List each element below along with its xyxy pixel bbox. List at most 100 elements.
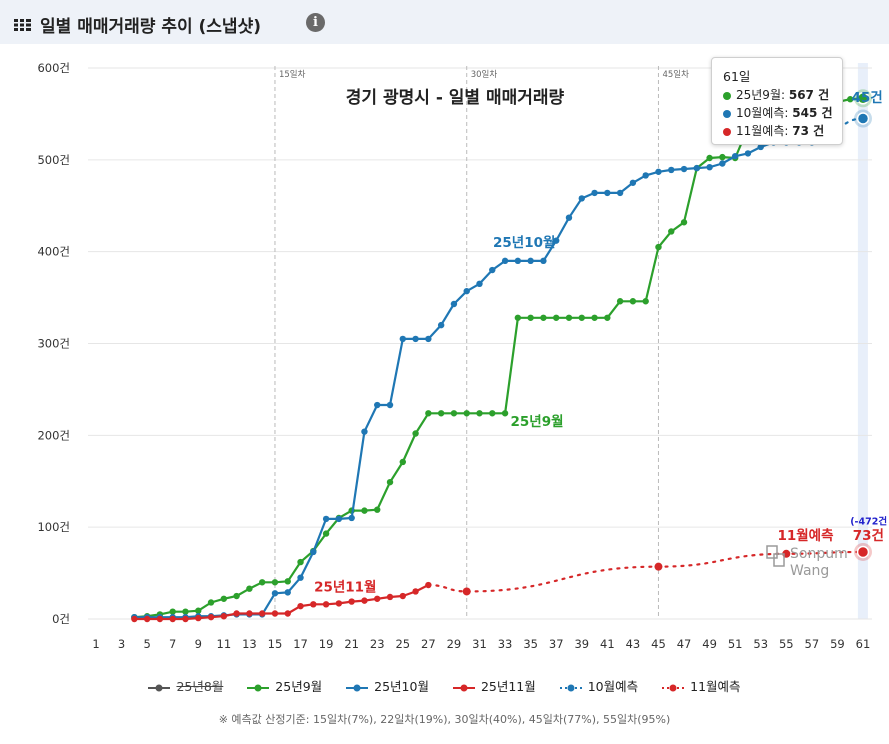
x-tick-label: 33 xyxy=(498,637,513,651)
x-tick-label: 3 xyxy=(118,637,125,651)
hover-point xyxy=(856,545,870,559)
data-point xyxy=(719,153,726,161)
series-annotation: 25년10월 xyxy=(493,234,555,251)
legend-item-oct[interactable]: 25년10월 xyxy=(346,676,429,695)
y-tick-label: 200건 xyxy=(37,428,70,442)
legend-item-sep[interactable]: 25년9월 xyxy=(247,676,322,695)
data-point xyxy=(629,179,637,186)
data-point xyxy=(680,219,688,226)
data-point xyxy=(527,257,534,265)
data-point xyxy=(258,610,266,617)
data-point xyxy=(169,615,176,623)
data-point xyxy=(578,314,585,321)
legend-label: 25년9월 xyxy=(275,679,323,694)
tooltip-value: 73 건 xyxy=(792,124,825,138)
tooltip-row: 25년9월: 567 건 xyxy=(723,86,829,103)
x-tick-label: 11 xyxy=(217,637,232,651)
y-tick-label: 500건 xyxy=(37,153,70,167)
data-point xyxy=(284,610,291,617)
x-tick-label: 37 xyxy=(549,637,564,651)
legend-dotted-icon xyxy=(662,684,685,691)
data-point xyxy=(246,610,253,617)
legend-item-oct-forecast[interactable]: 10월예측 xyxy=(559,676,638,695)
data-point xyxy=(654,562,663,571)
series-line xyxy=(134,584,429,621)
x-tick-label: 55 xyxy=(779,637,794,651)
data-point xyxy=(591,314,598,321)
hover-band xyxy=(857,63,868,619)
data-point xyxy=(246,585,253,592)
data-point xyxy=(463,287,470,295)
day-marker-label: 30일차 xyxy=(471,70,498,80)
data-point xyxy=(425,335,432,343)
x-tick-label: 47 xyxy=(677,637,692,651)
y-tick-label: 400건 xyxy=(37,245,70,259)
legend-item-nov[interactable]: 25년11월 xyxy=(452,676,536,695)
data-point xyxy=(553,314,560,321)
legend-line-icon xyxy=(148,684,171,691)
data-point xyxy=(195,607,202,614)
tooltip-row: 11월예측: 73 건 xyxy=(723,122,824,139)
data-point xyxy=(655,243,662,251)
legend-label: 25년8월 xyxy=(176,679,224,694)
tooltip-label: 10월예측: xyxy=(736,106,793,120)
data-point xyxy=(706,154,713,162)
data-point xyxy=(399,335,406,343)
data-point xyxy=(553,237,560,244)
hover-point xyxy=(856,92,870,105)
x-tick-label: 15 xyxy=(268,637,283,651)
legend-item-aug[interactable]: 25년8월 xyxy=(148,676,223,695)
data-point xyxy=(591,189,598,197)
data-point xyxy=(207,613,215,621)
legend-line-icon xyxy=(452,684,475,691)
data-point xyxy=(757,143,764,151)
chart-title: 경기 광명시 - 일별 매매거래량 xyxy=(346,88,565,108)
data-point xyxy=(284,578,291,585)
logo-icon xyxy=(773,553,785,567)
series-line xyxy=(134,97,864,619)
info-icon[interactable]: i xyxy=(306,13,325,32)
data-point xyxy=(462,587,471,596)
data-point xyxy=(437,321,445,329)
series-line xyxy=(134,141,812,619)
data-point xyxy=(348,514,355,522)
data-point xyxy=(604,189,611,197)
x-tick-label: 1 xyxy=(92,637,99,651)
tooltip-dot-icon xyxy=(723,109,731,118)
x-tick-label: 41 xyxy=(600,637,615,651)
data-point xyxy=(565,214,573,221)
y-tick-label: 300건 xyxy=(37,337,70,351)
data-point xyxy=(527,314,534,321)
data-point xyxy=(335,600,343,607)
tooltip-value: 545 건 xyxy=(792,106,833,120)
x-tick-label: 17 xyxy=(293,637,308,651)
data-point xyxy=(501,257,509,265)
logo-icon xyxy=(766,545,778,559)
data-point xyxy=(604,314,611,321)
data-point xyxy=(489,266,496,274)
data-point xyxy=(361,507,368,514)
legend-label: 25년11월 xyxy=(480,679,536,694)
tooltip-dot-icon xyxy=(723,91,731,100)
data-point xyxy=(412,335,419,343)
data-point xyxy=(616,298,624,305)
x-tick-label: 43 xyxy=(626,637,641,651)
data-point xyxy=(297,602,304,610)
x-tick-label: 19 xyxy=(319,637,334,651)
legend-line-icon xyxy=(247,684,270,691)
y-tick-label: 600건 xyxy=(37,61,70,75)
hover-point xyxy=(856,112,870,125)
legend-item-nov-forecast[interactable]: 11월예측 xyxy=(662,676,741,695)
data-point xyxy=(489,410,496,417)
data-point xyxy=(322,530,330,537)
data-point xyxy=(744,150,752,157)
data-point xyxy=(642,172,649,179)
tooltip-title: 61일 xyxy=(723,69,751,84)
data-point xyxy=(220,613,228,620)
data-point xyxy=(310,548,317,556)
data-point xyxy=(156,615,164,623)
data-point xyxy=(578,195,585,202)
series-annotation: 45건 xyxy=(851,89,882,106)
data-point xyxy=(335,515,343,523)
x-tick-label: 39 xyxy=(574,637,589,651)
